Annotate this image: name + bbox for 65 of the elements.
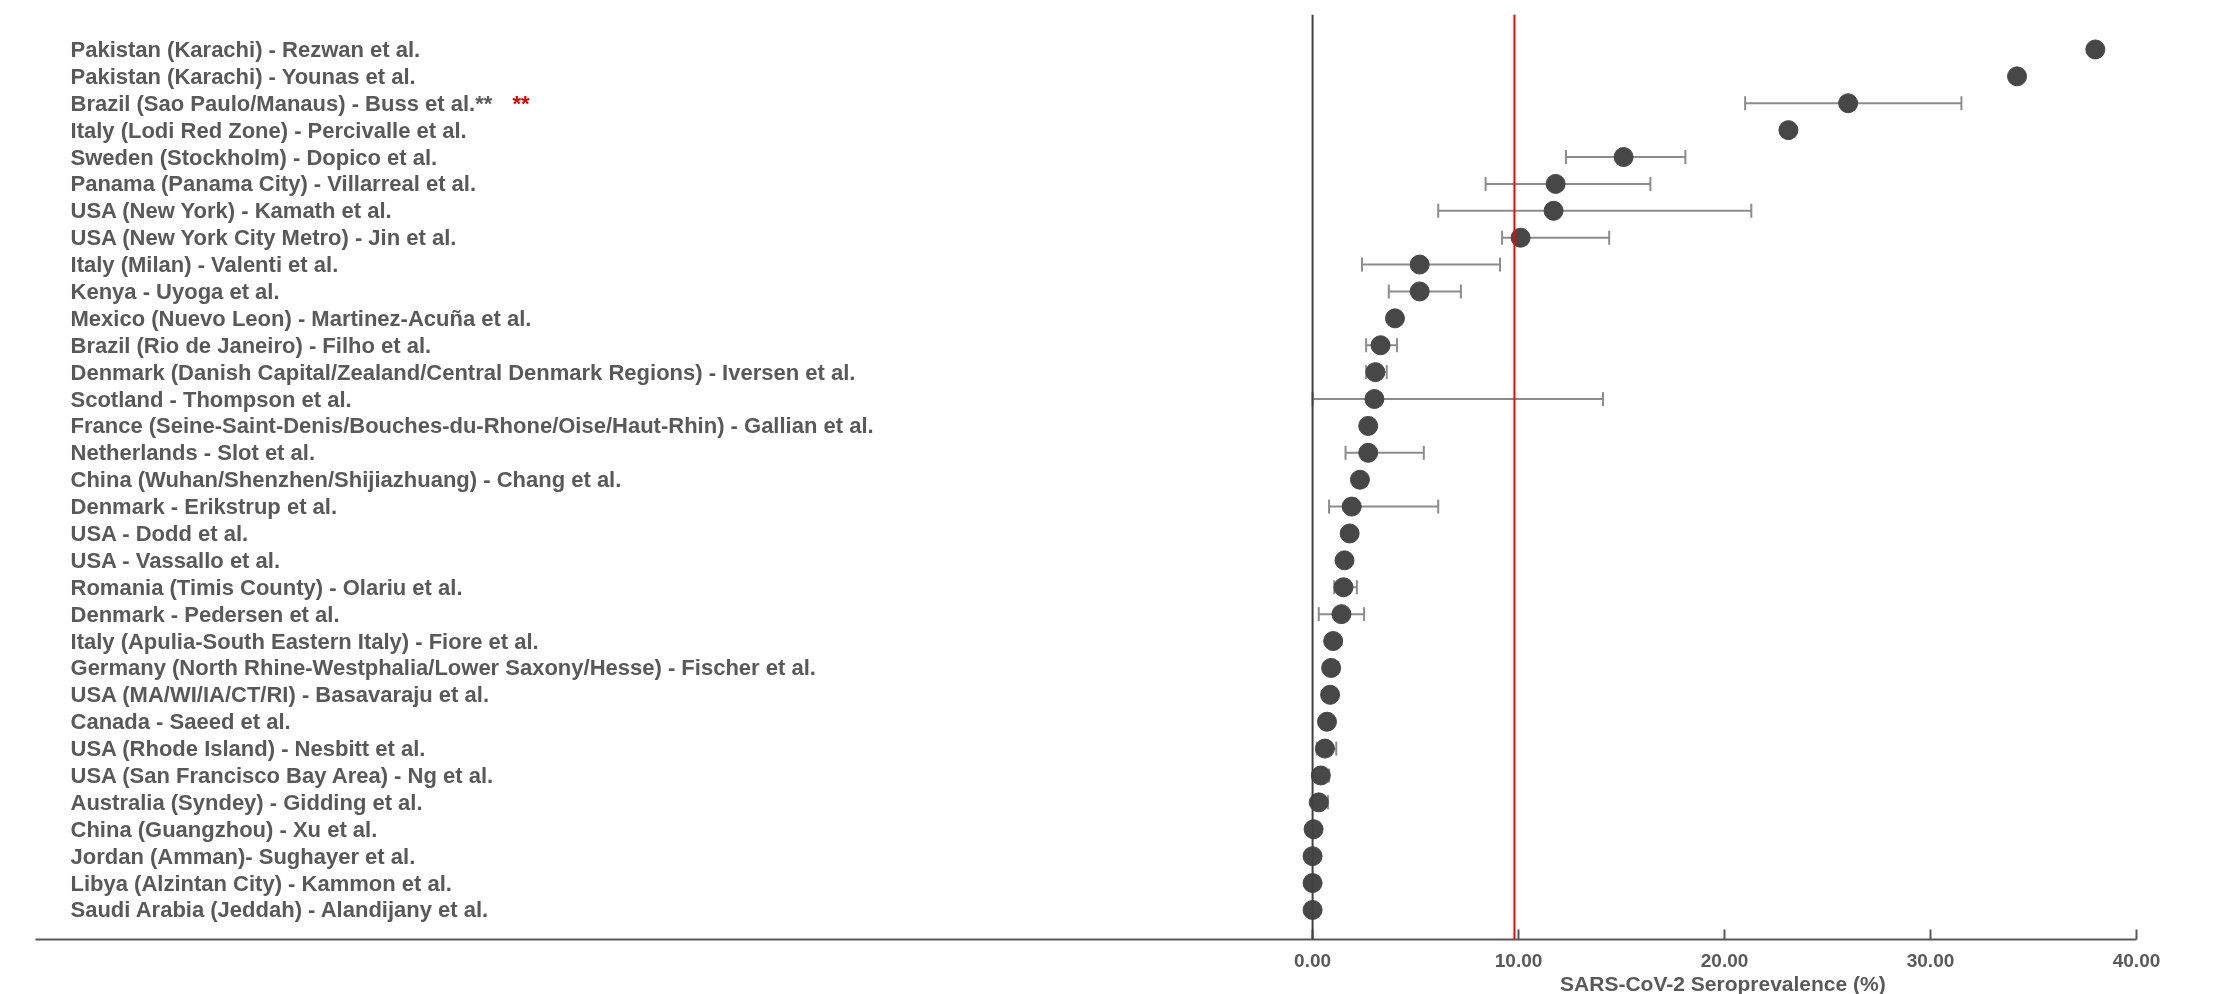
point — [1778, 120, 1799, 141]
y-tick-label: Libya (Alzintan City) - Kammon et al. — [70, 870, 452, 896]
y-tick-label: China (Wuhan/Shenzhen/Shijiazhuang) - Chang et al. — [70, 467, 622, 493]
x-tick-label: 40.00 — [2112, 949, 2161, 971]
point — [1510, 227, 1531, 248]
y-tick-label: Italy (Apulia-South Eastern Italy) - Fiore et al. — [70, 628, 539, 654]
point — [1323, 631, 1344, 652]
y-tick-label: USA - Vassallo et al. — [70, 547, 281, 573]
point — [1364, 389, 1385, 409]
point — [1384, 308, 1405, 329]
y-tick-label: Saudi Arabia (Jeddah) - Alandijany et al. — [70, 897, 489, 923]
y-tick-label: Romania (Timis County) - Olariu et al. — [70, 574, 463, 600]
y-tick-label: USA (San Francisco Bay Area) - Ng et al. — [70, 762, 494, 788]
point — [1331, 604, 1352, 625]
y-tick-label: Italy (Lodi Red Zone) - Percivalle et al. — [70, 117, 467, 143]
y-tick-label: Netherlands - Slot et al. — [70, 440, 316, 466]
x-axis-title: SARS-CoV-2 Seroprevalence (%) — [1560, 971, 1886, 994]
point — [1409, 281, 1430, 302]
y-tick-label: Canada - Saeed et al. — [70, 709, 291, 735]
y-tick-label: Pakistan (Karachi) - Rezwan et al. — [70, 36, 421, 62]
y-tick-label: Jordan (Amman)- Sughayer et al. — [70, 843, 416, 869]
y-tick-label: Mexico (Nuevo Leon) - Martinez-Acuña et al. — [70, 305, 532, 331]
y-tick-label: USA (MA/WI/IA/CT/RI) - Basavaraju et al. — [70, 682, 489, 708]
point — [1543, 200, 1564, 221]
point — [1545, 173, 1566, 194]
y-tick-label: USA (New York City Metro) - Jin et al. — [70, 225, 457, 251]
point — [1358, 415, 1379, 436]
point — [1334, 550, 1355, 571]
x-tick-label: 0.00 — [1294, 949, 1332, 971]
y-tick-label: Scotland - Thompson et al. — [70, 386, 352, 412]
y-tick-label: Germany (North Rhine-Westphalia/Lower Saxony/Hesse) - Fischer et al. — [70, 655, 816, 681]
y-tick-label: Denmark (Danish Capital/Zealand/Central Denmark Regions) - Iversen et al. — [70, 359, 856, 385]
point — [1308, 792, 1329, 813]
y-tick-label: France (Seine-Saint-Denis/Bouches-du-Rhone/Oise/Haut-Rhin) - Gallian et al. — [70, 413, 874, 439]
y-tick-label: Sweden (Stockholm) - Dopico et al. — [70, 144, 438, 170]
x-tick-label: 30.00 — [1906, 949, 1955, 971]
point — [1310, 765, 1331, 786]
y-tick-label: Australia (Syndey) - Gidding et al. — [70, 789, 423, 815]
point — [1349, 469, 1370, 490]
x-tick-label: 20.00 — [1700, 949, 1749, 971]
y-tick-label: Kenya - Uyoga et al. — [70, 278, 280, 304]
y-tick-label: Denmark - Erikstrup et al. — [70, 494, 338, 520]
point — [2007, 66, 2028, 87]
point — [1358, 442, 1379, 463]
y-tick-label: USA (New York) - Kamath et al. — [70, 198, 392, 224]
point — [1317, 711, 1337, 732]
annotation: ** — [512, 90, 531, 116]
y-tick-label: China (Guangzhou) - Xu et al. — [70, 816, 378, 842]
y-tick-label: Panama (Panama City) - Villarreal et al. — [70, 171, 477, 197]
point — [1320, 684, 1341, 705]
y-tick-label: USA (Rhode Island) - Nesbitt et al. — [70, 736, 426, 762]
y-tick-label: USA - Dodd et al. — [70, 520, 249, 546]
point — [1370, 335, 1391, 356]
y-tick-label: Denmark - Pedersen et al. — [70, 601, 340, 627]
point — [2085, 39, 2106, 60]
x-tick-label: 10.00 — [1494, 949, 1543, 971]
point — [1339, 523, 1360, 544]
point — [1838, 93, 1859, 114]
y-tick-label: Brazil (Rio de Janeiro) - Filho et al. — [70, 332, 432, 358]
point — [1341, 496, 1362, 517]
y-tick-label: Brazil (Sao Paulo/Manaus) - Buss et al.** — [70, 90, 493, 116]
y-tick-label: Italy (Milan) - Valenti et al. — [70, 252, 339, 278]
point — [1613, 147, 1634, 167]
y-tick-label: Pakistan (Karachi) - Younas et al. — [70, 63, 416, 89]
point — [1409, 254, 1430, 275]
